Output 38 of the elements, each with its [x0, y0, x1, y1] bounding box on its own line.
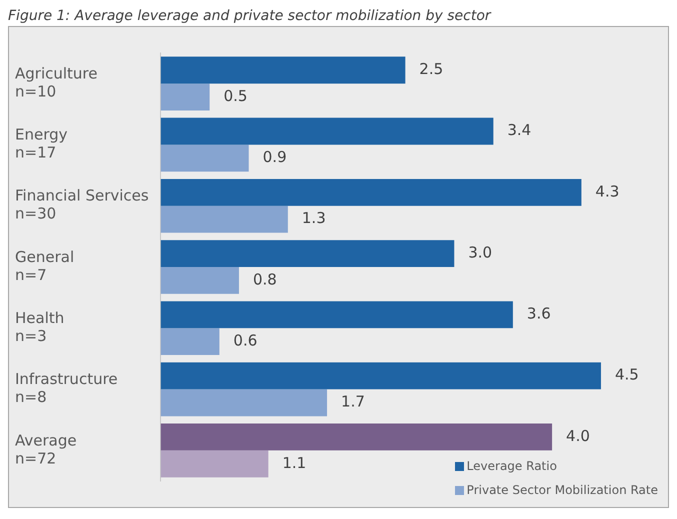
- data-label: 4.0: [566, 426, 590, 445]
- data-label: 1.7: [341, 392, 365, 411]
- data-label: 3.6: [526, 304, 551, 323]
- y-tick-label: Energy n=17: [15, 126, 68, 162]
- legend-label: Private Sector Mobilization Rate: [466, 483, 658, 497]
- data-label: 4.5: [614, 366, 639, 384]
- data-label: 3.0: [468, 243, 492, 262]
- data-label: 0.5: [224, 86, 248, 105]
- y-tick-label: Financial Services n=30: [15, 186, 149, 223]
- bar: [160, 206, 288, 233]
- bar: [160, 328, 220, 356]
- bar: [160, 301, 513, 328]
- bar: [160, 144, 249, 172]
- bar: [160, 178, 582, 206]
- data-label: 3.4: [507, 121, 532, 140]
- data-label: 0.6: [233, 331, 258, 350]
- data-label: 2.5: [419, 60, 444, 78]
- bar: [160, 450, 268, 478]
- y-tick-label: Health n=3: [15, 309, 64, 346]
- y-tick-label: Agriculture n=10: [15, 64, 98, 100]
- bar: [160, 56, 406, 84]
- bar: [160, 240, 454, 267]
- y-tick-label: General n=7: [15, 248, 74, 284]
- data-label: 1.3: [302, 209, 326, 228]
- data-label: 1.1: [282, 454, 306, 472]
- bar: [160, 389, 328, 416]
- bar: [160, 424, 552, 450]
- data-label: 0.8: [252, 270, 277, 288]
- y-tick-label: Average n=72: [15, 431, 77, 468]
- data-label: 0.9: [262, 148, 287, 166]
- bar: [160, 267, 239, 294]
- y-tick-label: Infrastructure n=8: [15, 370, 118, 406]
- chart-title: Figure 1: Average leverage and private sector mobilization by sector: [8, 8, 492, 24]
- bar: [160, 84, 210, 110]
- data-label: 4.3: [595, 182, 620, 200]
- bar: [160, 118, 494, 145]
- legend-label: Leverage Ratio: [466, 459, 557, 473]
- bar: [160, 362, 601, 390]
